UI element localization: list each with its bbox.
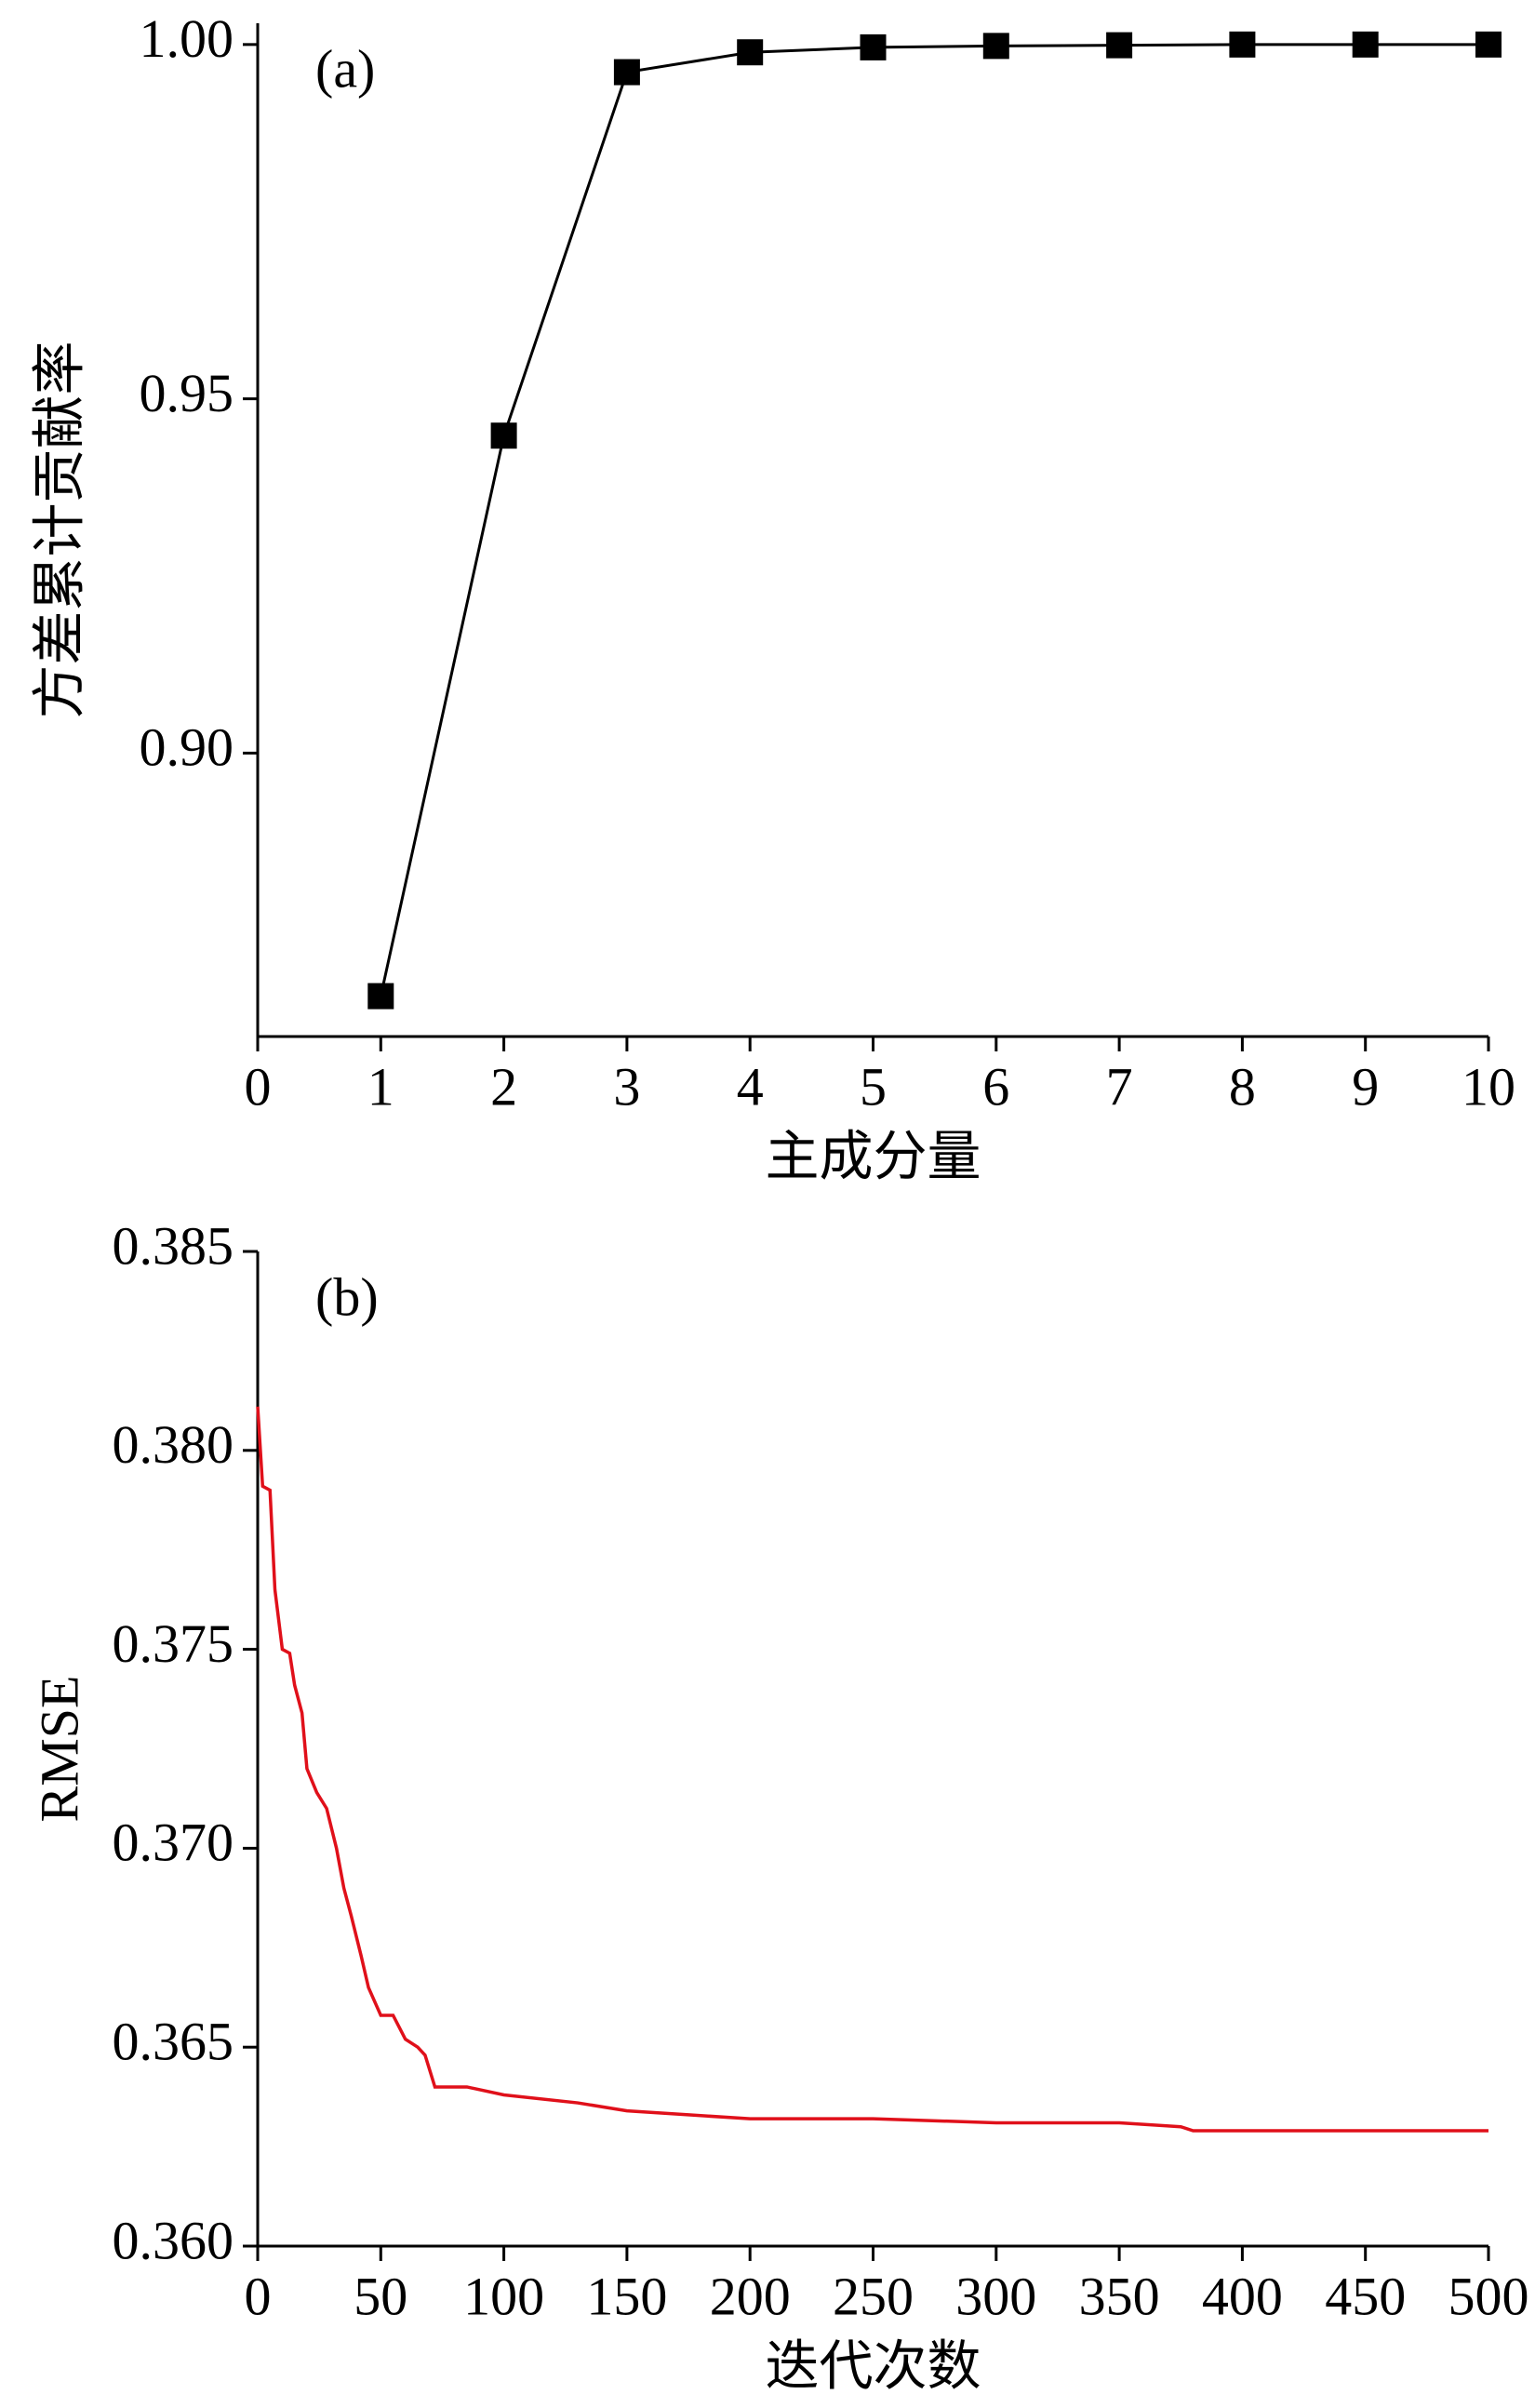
x-tick-label: 10: [1462, 1056, 1515, 1117]
chart: 0.360 0.365 0.370 0.375 0.380 0.385 0 50 100 150 2…: [29, 1215, 1528, 2396]
x-tick-label: 0: [245, 1056, 272, 1117]
x-tick-label: 200: [710, 2266, 791, 2326]
marker: [860, 33, 887, 60]
y-tick-label: 0.380: [113, 1414, 234, 1475]
x-tick-label: 9: [1352, 1056, 1379, 1117]
data-line: [379, 43, 1488, 997]
x-tick-label: 3: [613, 1056, 640, 1117]
x-tick-label: 1: [367, 1056, 394, 1117]
y-tick-label: 1.00: [140, 8, 234, 69]
x-axis-label: 主成分量: [765, 1126, 981, 1186]
x-tick-label: 100: [463, 2266, 544, 2326]
data-line: [256, 1406, 1488, 2133]
x-tick-label: 6: [982, 1056, 1009, 1117]
y-tick-label: 0.370: [113, 1813, 234, 1873]
x-axis-label: 迭代次数: [765, 2335, 981, 2396]
x-tick-label: 50: [354, 2266, 407, 2326]
x-tick-label: 500: [1448, 2266, 1529, 2326]
annotation: (a): [315, 38, 375, 99]
x-tick-label: 400: [1202, 2266, 1283, 2326]
x-tick-label: 0: [245, 2266, 272, 2326]
marker: [737, 39, 764, 66]
marker: [1229, 31, 1256, 58]
y-tick-label: 0.360: [113, 2210, 234, 2270]
x-tick-label: 7: [1106, 1056, 1133, 1117]
y-tick-label: 0.90: [140, 717, 234, 778]
marker: [1352, 31, 1379, 58]
marker: [1106, 32, 1133, 59]
y-tick-label: 0.95: [140, 363, 234, 423]
x-tick-label: 2: [490, 1056, 517, 1117]
x-tick-label: 250: [833, 2266, 914, 2326]
marker: [490, 422, 517, 449]
y-tick-label: 0.375: [113, 1613, 234, 1674]
x-tick-label: 4: [737, 1056, 764, 1117]
x-tick-label: 350: [1079, 2266, 1160, 2326]
marker: [367, 983, 394, 1010]
y-tick-label: 0.365: [113, 2012, 234, 2072]
y-axis-label: RMSE: [29, 1676, 89, 1823]
x-tick-label: 150: [586, 2266, 667, 2326]
x-tick-label: 5: [860, 1056, 887, 1117]
y-tick-label: 0.385: [113, 1215, 234, 1276]
marker: [982, 33, 1009, 60]
y-axis-label: 方差累计贡献率: [29, 341, 89, 718]
marker: [1475, 31, 1502, 58]
x-tick-label: 300: [955, 2266, 1036, 2326]
x-tick-label: 8: [1229, 1056, 1256, 1117]
chart: 0.90 0.95 1.00 0 1 2 3 4 5 6 7 8 9 10 主成分量 方差累计贡献率 (a): [29, 8, 1515, 1186]
marker: [613, 59, 640, 86]
x-tick-label: 450: [1325, 2266, 1406, 2326]
annotation: (b): [315, 1266, 379, 1327]
